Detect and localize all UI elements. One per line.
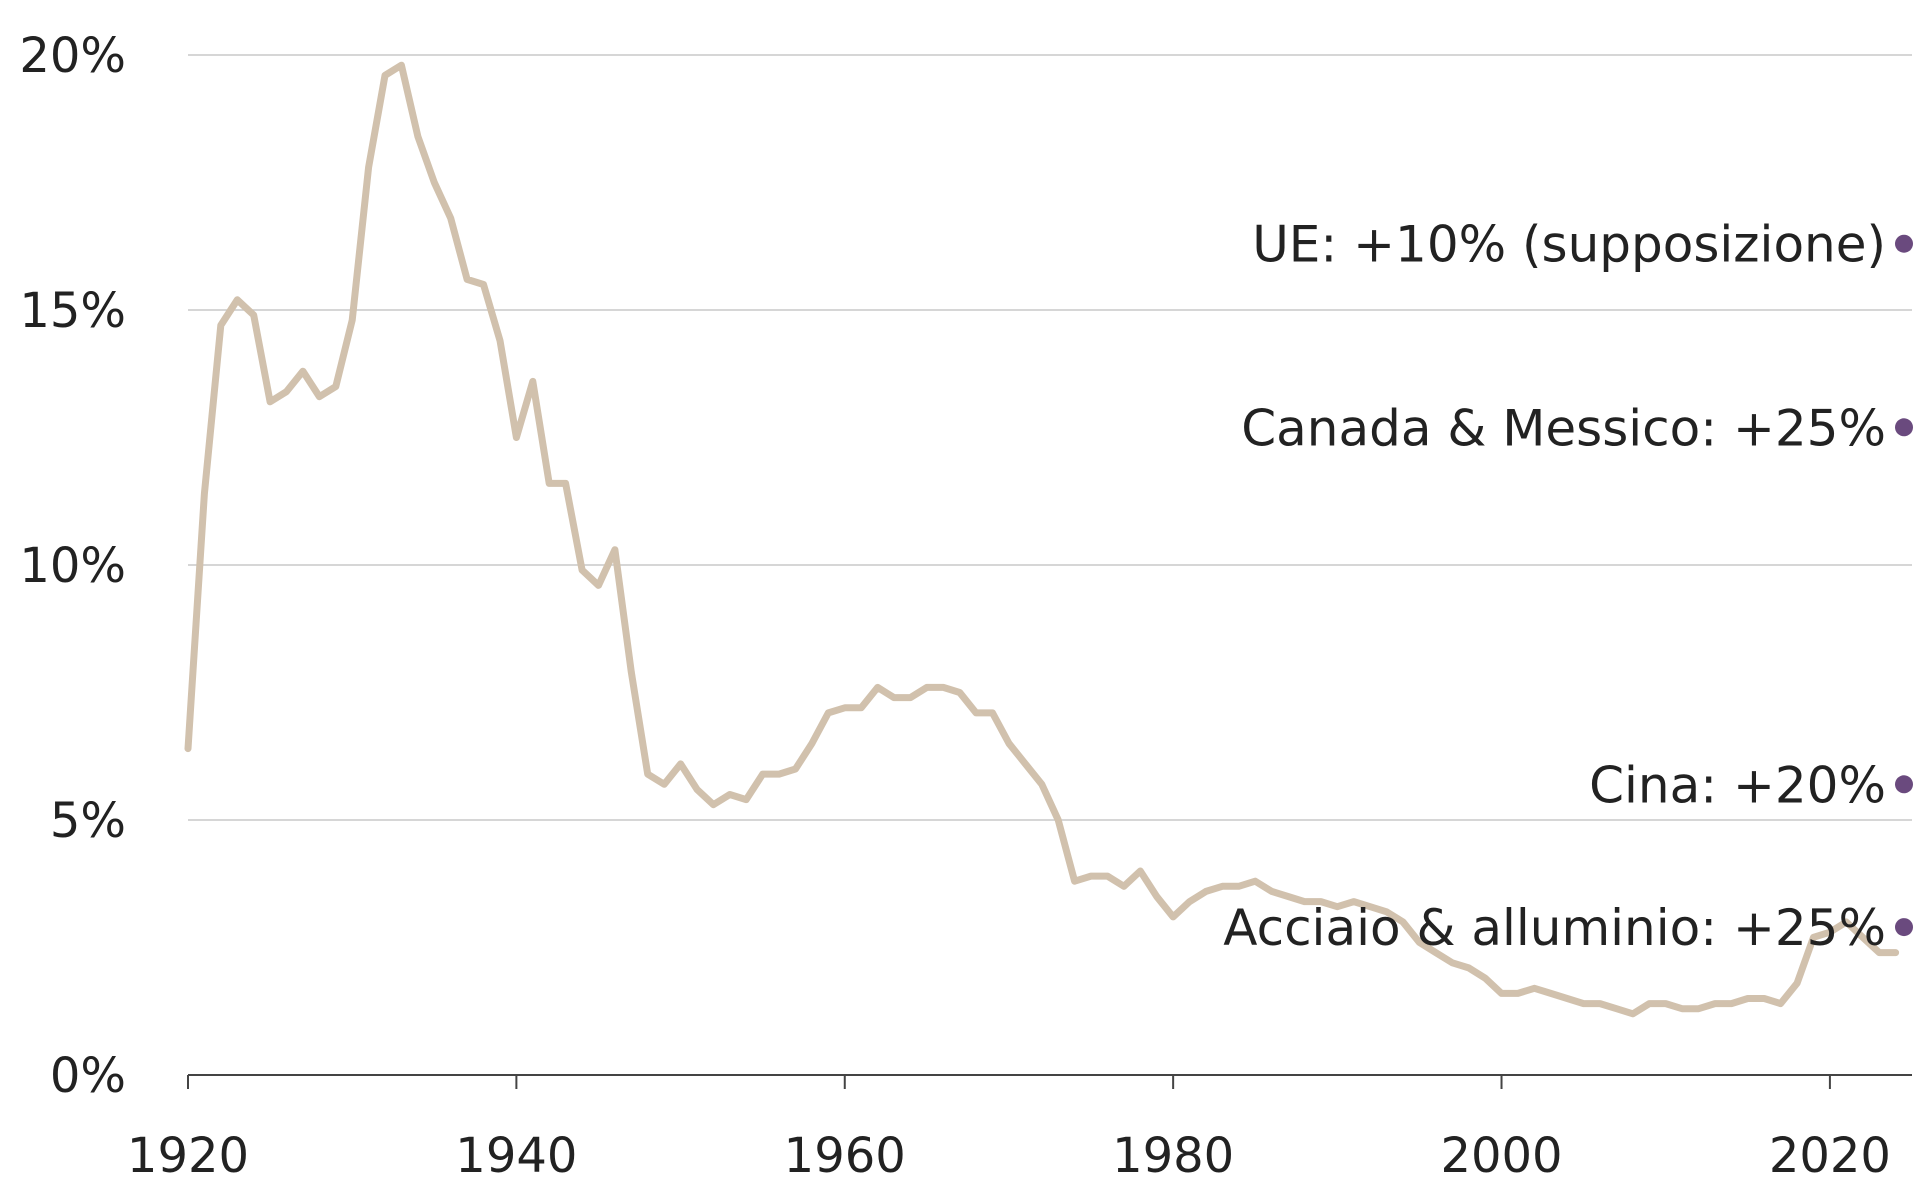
annotation-marker	[1895, 775, 1913, 794]
annotation-label: Cina: +20%	[1589, 756, 1886, 814]
x-tick-label: 1960	[784, 1128, 906, 1184]
y-tick-label: 10%	[19, 538, 126, 594]
y-tick-label: 15%	[19, 283, 126, 339]
annotation-marker	[1895, 418, 1913, 437]
x-tick-label: 2000	[1440, 1128, 1562, 1184]
y-axis-tick-labels: 0% 5% 10% 15% 20%	[19, 28, 126, 1104]
annotations: UE: +10% (supposizione) Canada & Messico:…	[1223, 216, 1913, 957]
gridlines	[188, 54, 1912, 821]
x-tick-label: 2020	[1769, 1128, 1891, 1184]
annotation-marker	[1895, 918, 1913, 937]
annotation-label: Acciaio & alluminio: +25%	[1223, 899, 1886, 957]
x-tick-label: 1980	[1112, 1128, 1234, 1184]
y-tick-label: 20%	[19, 28, 126, 84]
y-tick-label: 5%	[50, 793, 126, 849]
x-axis-ticks: 1920 1940 1960 1980 2000 2020	[127, 1075, 1891, 1184]
x-tick-label: 1940	[455, 1128, 577, 1184]
x-tick-label: 1920	[127, 1128, 249, 1184]
series-line	[184, 61, 1900, 1018]
annotation-label: UE: +10% (supposizione)	[1252, 216, 1886, 274]
series-layer	[184, 61, 1900, 1018]
annotation-marker	[1895, 234, 1913, 253]
y-tick-label: 0%	[50, 1048, 126, 1104]
annotation-label: Canada & Messico: +25%	[1241, 399, 1886, 457]
